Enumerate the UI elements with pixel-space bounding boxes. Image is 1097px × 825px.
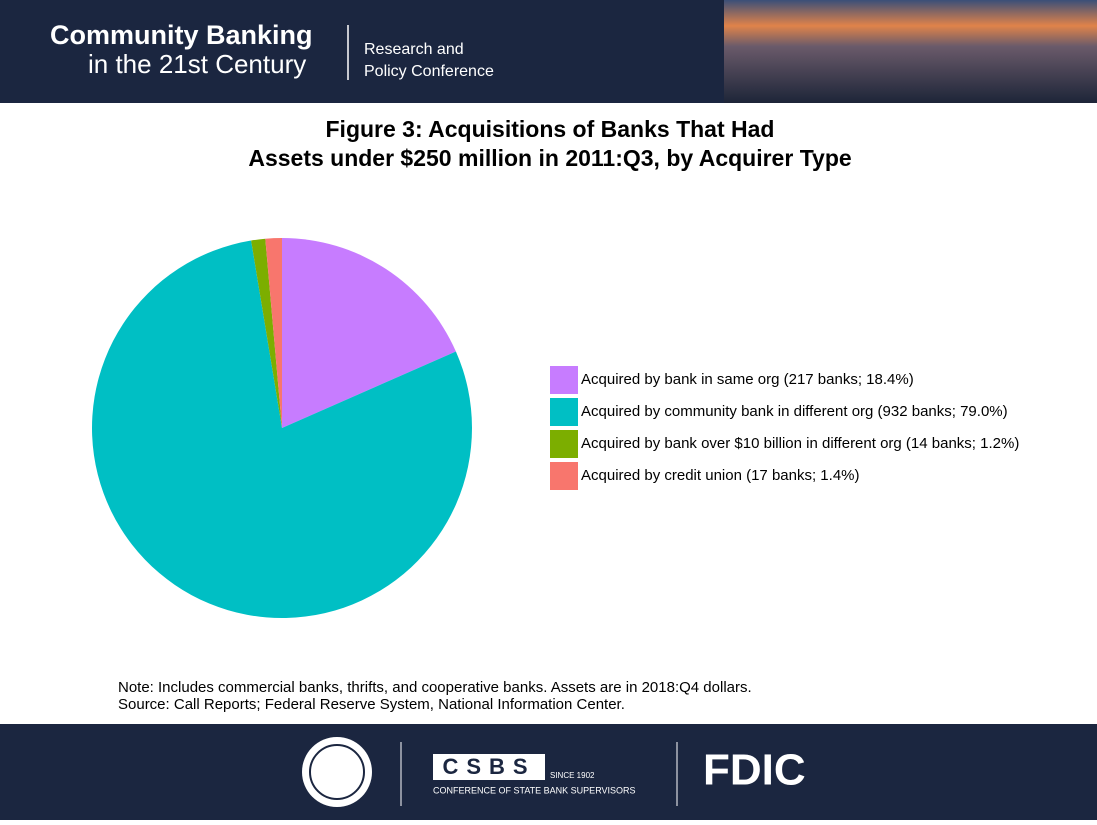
csbs-logo: [433, 754, 545, 780]
pie-slice: [282, 238, 456, 428]
chart-title: Figure 3: Acquisitions of Banks That Had: [326, 116, 775, 142]
pie-slice: [251, 238, 282, 428]
header-subtitle: Research and: [364, 41, 464, 58]
legend-swatch: [550, 398, 578, 426]
csbs-since: SINCE 1902: [550, 771, 595, 780]
footer-bar: [0, 724, 1097, 820]
legend-swatch: [550, 366, 578, 394]
fed-seal: [302, 737, 372, 807]
pie-slice: [91, 240, 472, 619]
note: Note: Includes commercial banks, thrifts…: [118, 679, 752, 696]
fed-seal: [309, 744, 365, 800]
fdic-logo: FDIC: [703, 746, 806, 795]
header-subtitle: Policy Conference: [364, 63, 494, 80]
pie-slice: [265, 238, 282, 428]
legend-label: Acquired by community bank in different …: [581, 403, 1008, 420]
legend-label: Acquired by credit union (17 banks; 1.4%…: [581, 467, 860, 484]
header-title: in the 21st Century: [88, 49, 306, 79]
csbs-logo: CSBS: [442, 754, 535, 779]
csbs-name: CONFERENCE OF STATE BANK SUPERVISORS: [433, 785, 636, 795]
legend-label: Acquired by bank in same org (217 banks;…: [581, 371, 914, 388]
legend-label: Acquired by bank over $10 billion in dif…: [581, 435, 1019, 452]
header-title: Community Banking: [50, 20, 313, 50]
legend-swatch: [550, 430, 578, 458]
note: Source: Call Reports; Federal Reserve Sy…: [118, 696, 625, 713]
chart-title: Assets under $250 million in 2011:Q3, by…: [248, 145, 851, 171]
legend-swatch: [550, 462, 578, 490]
header-photo: [724, 0, 1097, 103]
